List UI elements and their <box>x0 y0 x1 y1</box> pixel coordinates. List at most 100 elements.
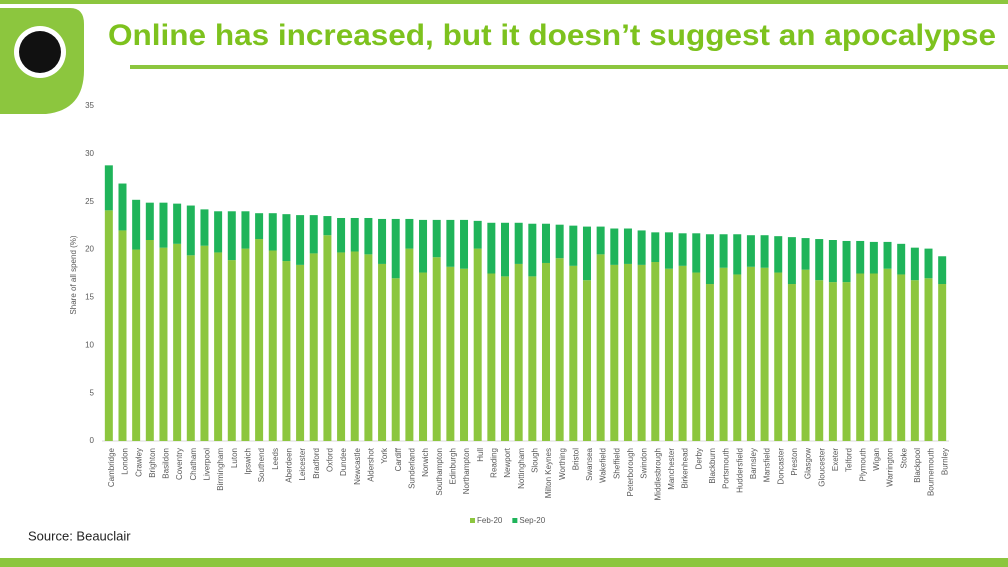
bar-segment <box>842 282 851 441</box>
bar-segment <box>555 224 564 259</box>
bar-segment <box>296 264 305 441</box>
legend-label: Feb-20 <box>477 516 503 525</box>
bar-segment <box>596 226 605 255</box>
bar-segment <box>132 199 141 250</box>
x-tick-label: Sunderland <box>407 448 416 489</box>
x-tick-label: Warrington <box>886 448 895 487</box>
bar-segment <box>733 274 742 441</box>
bar-segment <box>378 218 387 264</box>
y-tick-label: 25 <box>85 197 94 206</box>
bar-segment <box>350 217 359 252</box>
x-tick-label: Blackpool <box>913 448 922 483</box>
y-tick-label: 20 <box>85 245 94 254</box>
bar-segment <box>623 263 632 441</box>
bar-segment <box>282 214 291 262</box>
bar-segment <box>760 267 769 441</box>
bar-segment <box>350 251 359 441</box>
bar-segment <box>405 218 414 249</box>
bar-segment <box>938 256 947 285</box>
bar-segment <box>555 258 564 441</box>
x-tick-label: Cardiff <box>394 447 403 471</box>
bar-segment <box>774 272 783 441</box>
bar-segment <box>869 241 878 274</box>
bar-segment <box>869 273 878 441</box>
bar-segment <box>897 243 906 275</box>
bar-segment <box>637 230 646 265</box>
y-tick-label: 10 <box>85 340 94 349</box>
bar-segment <box>255 213 264 240</box>
bar-segment <box>801 238 810 270</box>
bar-segment <box>323 235 332 441</box>
bar-segment <box>173 243 182 441</box>
bar-segment <box>883 241 892 269</box>
title-rule <box>130 65 1008 69</box>
x-tick-label: Dundee <box>339 447 348 476</box>
bar-segment <box>774 236 783 273</box>
bar-segment <box>118 183 127 231</box>
bar-segment <box>828 282 837 441</box>
x-tick-label: Middlesbrough <box>653 448 662 500</box>
x-tick-label: Slough <box>530 448 539 473</box>
bar-segment <box>419 272 428 441</box>
bar-segment <box>432 219 441 258</box>
bar-segment <box>487 222 496 274</box>
bar-segment <box>719 234 728 268</box>
bar-segment <box>309 215 318 254</box>
bar-segment <box>214 211 223 253</box>
bar-segment <box>705 234 714 285</box>
bar-segment <box>678 233 687 266</box>
legend-swatch <box>512 518 518 523</box>
bar-segment <box>446 266 455 441</box>
x-tick-label: York <box>380 447 389 464</box>
bar-segment <box>104 210 113 441</box>
bar-segment <box>569 265 578 441</box>
x-tick-label: Crawley <box>134 448 143 477</box>
x-tick-label: Leeds <box>271 448 280 470</box>
bar-segment <box>186 205 195 256</box>
bar-segment <box>473 248 482 441</box>
x-tick-label: Aberdeen <box>285 448 294 483</box>
bar-segment <box>364 254 373 441</box>
bar-segment <box>801 269 810 441</box>
top-strip <box>0 0 1008 4</box>
bar-segment <box>419 219 428 273</box>
x-tick-label: Reading <box>489 448 498 478</box>
bar-segment <box>173 203 182 244</box>
x-tick-label: Leicester <box>298 448 307 481</box>
bar-segment <box>760 235 769 268</box>
bar-segment <box>746 266 755 441</box>
x-tick-label: London <box>121 448 130 475</box>
bar-segment <box>623 228 632 264</box>
bar-segment <box>309 253 318 441</box>
bar-segment <box>487 273 496 441</box>
x-tick-label: Hull <box>476 448 485 462</box>
bar-segment <box>582 226 591 281</box>
x-tick-label: Northampton <box>462 448 471 494</box>
bar-segment <box>651 262 660 441</box>
bar-segment <box>391 218 400 279</box>
x-tick-label: Ipswich <box>244 448 253 475</box>
bar-segment <box>883 268 892 441</box>
bar-segment <box>692 272 701 441</box>
bar-segment <box>719 267 728 441</box>
x-tick-label: Plymouth <box>858 448 867 481</box>
bar-segment <box>910 280 919 441</box>
bar-segment <box>514 222 523 264</box>
bar-segment <box>460 268 469 441</box>
x-tick-label: Chatham <box>189 448 198 481</box>
bar-segment <box>746 235 755 267</box>
bar-segment <box>159 202 168 248</box>
bar-segment <box>910 247 919 281</box>
x-tick-label: Bradford <box>312 448 321 479</box>
bar-segment <box>255 239 264 441</box>
bar-segment <box>856 273 865 441</box>
bar-segment <box>473 220 482 249</box>
bar-segment <box>541 223 550 263</box>
y-axis-label: Share of all spend (%) <box>69 235 78 314</box>
bar-segment <box>132 249 141 441</box>
y-tick-label: 15 <box>85 293 94 302</box>
x-tick-label: Preston <box>790 448 799 476</box>
bar-segment <box>378 263 387 441</box>
x-tick-label: Norwich <box>421 448 430 477</box>
bar-segment <box>432 257 441 441</box>
